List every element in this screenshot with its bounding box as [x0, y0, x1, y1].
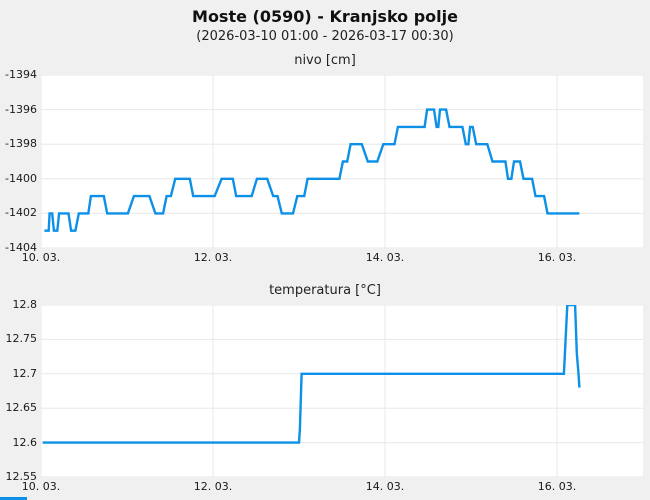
y-tick-label: -1400: [5, 171, 37, 185]
temperatura-chart-svg: [41, 305, 643, 477]
y-tick-label: 12.65: [5, 401, 38, 415]
y-tick-label: -1402: [5, 206, 37, 220]
bottom-left-accent: [0, 497, 27, 500]
y-tick-label: 12.55: [5, 470, 38, 483]
y-tick-label: 12.6: [12, 435, 38, 449]
x-tick-label: 16. 03.: [537, 251, 577, 264]
y-tick-label: -1404: [5, 241, 37, 254]
y-tick-label: -1396: [5, 102, 37, 116]
y-tick-label: 12.8: [12, 298, 38, 311]
x-tick-label: 14. 03.: [365, 480, 405, 493]
nivo-gridlines: [41, 75, 643, 248]
nivo-chart-svg: [41, 75, 643, 248]
x-tick-label: 14. 03.: [365, 251, 405, 264]
temperatura-series-line: [42, 305, 581, 444]
nivo-series-line: [44, 108, 580, 232]
y-tick-label: 12.7: [12, 366, 38, 380]
page-title: Moste (0590) - Kranjsko polje: [192, 7, 458, 26]
y-tick-label: -1398: [5, 137, 37, 151]
nivo-chart-plot-area: [41, 75, 643, 248]
nivo-chart-title: nivo [cm]: [294, 53, 356, 68]
x-tick-label: 12. 03.: [193, 251, 233, 264]
x-tick-label: 10. 03.: [21, 251, 61, 264]
y-tick-label: -1394: [5, 68, 37, 81]
temperatura-gridlines: [41, 305, 643, 477]
y-tick-label: 12.75: [5, 332, 38, 346]
x-tick-label: 10. 03.: [21, 480, 61, 493]
temperatura-chart-title: temperatura [°C]: [269, 283, 381, 298]
temperatura-chart-plot-area: [41, 305, 643, 477]
x-tick-label: 12. 03.: [193, 480, 233, 493]
x-tick-label: 16. 03.: [537, 480, 577, 493]
page-subtitle: (2026-03-10 01:00 - 2026-03-17 00:30): [196, 29, 454, 44]
